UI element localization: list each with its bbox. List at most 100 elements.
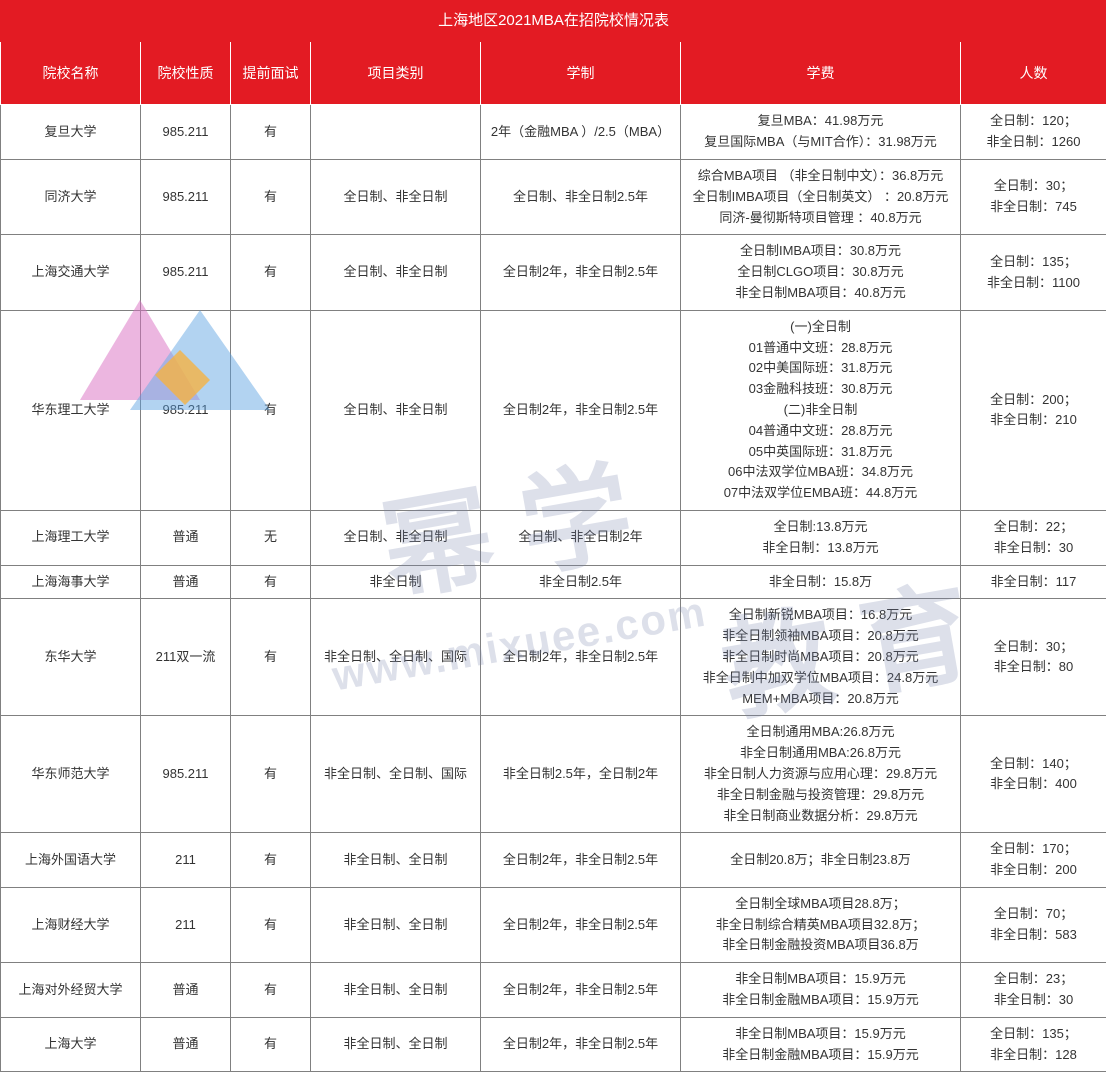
cell-r9-c6: 全日制：70； 非全日制：583 bbox=[961, 887, 1106, 962]
cell-r4-c6: 全日制：22； 非全日制：30 bbox=[961, 510, 1106, 565]
cell-r5-c5: 非全日制：15.8万 bbox=[681, 565, 961, 599]
cell-r2-c4: 全日制2年，非全日制2.5年 bbox=[481, 235, 681, 310]
col-header-5: 学费 bbox=[681, 42, 961, 105]
cell-r4-c4: 全日制、非全日制2年 bbox=[481, 510, 681, 565]
cell-r5-c6: 非全日制：117 bbox=[961, 565, 1106, 599]
cell-r3-c1: 985.211 bbox=[141, 310, 231, 510]
cell-r9-c1: 211 bbox=[141, 887, 231, 962]
table-row: 上海外国语大学211有非全日制、全日制全日制2年，非全日制2.5年全日制20.8… bbox=[1, 833, 1106, 888]
table-row: 华东理工大学985.211有全日制、非全日制全日制2年，非全日制2.5年(一)全… bbox=[1, 310, 1106, 510]
cell-r1-c5: 综合MBA项目 （非全日制中文）：36.8万元 全日制IMBA项目（全日制英文）… bbox=[681, 159, 961, 234]
cell-r2-c1: 985.211 bbox=[141, 235, 231, 310]
cell-r6-c6: 全日制：30； 非全日制：80 bbox=[961, 599, 1106, 716]
table-row: 华东师范大学985.211有非全日制、全日制、国际非全日制2.5年，全日制2年全… bbox=[1, 716, 1106, 833]
cell-r11-c2: 有 bbox=[231, 1017, 311, 1072]
col-header-2: 提前面试 bbox=[231, 42, 311, 105]
cell-r5-c2: 有 bbox=[231, 565, 311, 599]
cell-r0-c0: 复旦大学 bbox=[1, 105, 141, 160]
cell-r5-c4: 非全日制2.5年 bbox=[481, 565, 681, 599]
table-row: 上海理工大学普通无全日制、非全日制全日制、非全日制2年全日制:13.8万元 非全… bbox=[1, 510, 1106, 565]
col-header-1: 院校性质 bbox=[141, 42, 231, 105]
table-body: 复旦大学985.211有2年（金融MBA ）/2.5（MBA）复旦MBA：41.… bbox=[1, 105, 1106, 1072]
cell-r3-c4: 全日制2年，非全日制2.5年 bbox=[481, 310, 681, 510]
col-header-3: 项目类别 bbox=[311, 42, 481, 105]
cell-r7-c1: 985.211 bbox=[141, 716, 231, 833]
cell-r2-c2: 有 bbox=[231, 235, 311, 310]
col-header-0: 院校名称 bbox=[1, 42, 141, 105]
cell-r8-c1: 211 bbox=[141, 833, 231, 888]
cell-r9-c4: 全日制2年，非全日制2.5年 bbox=[481, 887, 681, 962]
cell-r0-c1: 985.211 bbox=[141, 105, 231, 160]
cell-r10-c4: 全日制2年，非全日制2.5年 bbox=[481, 963, 681, 1018]
cell-r8-c4: 全日制2年，非全日制2.5年 bbox=[481, 833, 681, 888]
cell-r2-c5: 全日制IMBA项目：30.8万元 全日制CLGO项目：30.8万元 非全日制MB… bbox=[681, 235, 961, 310]
cell-r11-c5: 非全日制MBA项目：15.9万元 非全日制金融MBA项目：15.9万元 bbox=[681, 1017, 961, 1072]
cell-r10-c3: 非全日制、全日制 bbox=[311, 963, 481, 1018]
col-header-6: 人数 bbox=[961, 42, 1106, 105]
cell-r3-c2: 有 bbox=[231, 310, 311, 510]
table-row: 东华大学211双一流有非全日制、全日制、国际全日制2年，非全日制2.5年全日制新… bbox=[1, 599, 1106, 716]
cell-r7-c2: 有 bbox=[231, 716, 311, 833]
cell-r7-c3: 非全日制、全日制、国际 bbox=[311, 716, 481, 833]
table-row: 上海对外经贸大学普通有非全日制、全日制全日制2年，非全日制2.5年非全日制MBA… bbox=[1, 963, 1106, 1018]
table-header: 院校名称院校性质提前面试项目类别学制学费人数 bbox=[1, 42, 1106, 105]
cell-r9-c2: 有 bbox=[231, 887, 311, 962]
cell-r11-c6: 全日制：135； 非全日制：128 bbox=[961, 1017, 1106, 1072]
cell-r4-c3: 全日制、非全日制 bbox=[311, 510, 481, 565]
cell-r6-c5: 全日制新锐MBA项目：16.8万元 非全日制领袖MBA项目：20.8万元 非全日… bbox=[681, 599, 961, 716]
cell-r4-c1: 普通 bbox=[141, 510, 231, 565]
cell-r10-c0: 上海对外经贸大学 bbox=[1, 963, 141, 1018]
cell-r0-c3 bbox=[311, 105, 481, 160]
cell-r9-c5: 全日制全球MBA项目28.8万； 非全日制综合精英MBA项目32.8万； 非全日… bbox=[681, 887, 961, 962]
table-row: 上海大学普通有非全日制、全日制全日制2年，非全日制2.5年非全日制MBA项目：1… bbox=[1, 1017, 1106, 1072]
cell-r3-c6: 全日制：200； 非全日制：210 bbox=[961, 310, 1106, 510]
table-row: 上海海事大学普通有非全日制非全日制2.5年非全日制：15.8万非全日制：117 bbox=[1, 565, 1106, 599]
cell-r11-c1: 普通 bbox=[141, 1017, 231, 1072]
col-header-4: 学制 bbox=[481, 42, 681, 105]
cell-r0-c5: 复旦MBA：41.98万元 复旦国际MBA（与MIT合作）：31.98万元 bbox=[681, 105, 961, 160]
cell-r1-c4: 全日制、非全日制2.5年 bbox=[481, 159, 681, 234]
cell-r0-c2: 有 bbox=[231, 105, 311, 160]
cell-r4-c5: 全日制:13.8万元 非全日制：13.8万元 bbox=[681, 510, 961, 565]
table-row: 同济大学985.211有全日制、非全日制全日制、非全日制2.5年综合MBA项目 … bbox=[1, 159, 1106, 234]
cell-r6-c3: 非全日制、全日制、国际 bbox=[311, 599, 481, 716]
cell-r11-c4: 全日制2年，非全日制2.5年 bbox=[481, 1017, 681, 1072]
cell-r0-c6: 全日制：120； 非全日制：1260 bbox=[961, 105, 1106, 160]
cell-r10-c5: 非全日制MBA项目：15.9万元 非全日制金融MBA项目：15.9万元 bbox=[681, 963, 961, 1018]
cell-r1-c6: 全日制：30； 非全日制：745 bbox=[961, 159, 1106, 234]
cell-r7-c5: 全日制通用MBA:26.8万元 非全日制通用MBA:26.8万元 非全日制人力资… bbox=[681, 716, 961, 833]
cell-r3-c5: (一)全日制 01普通中文班：28.8万元 02中美国际班：31.8万元 03金… bbox=[681, 310, 961, 510]
cell-r8-c0: 上海外国语大学 bbox=[1, 833, 141, 888]
cell-r3-c3: 全日制、非全日制 bbox=[311, 310, 481, 510]
cell-r3-c0: 华东理工大学 bbox=[1, 310, 141, 510]
cell-r10-c1: 普通 bbox=[141, 963, 231, 1018]
cell-r9-c3: 非全日制、全日制 bbox=[311, 887, 481, 962]
cell-r11-c0: 上海大学 bbox=[1, 1017, 141, 1072]
cell-r0-c4: 2年（金融MBA ）/2.5（MBA） bbox=[481, 105, 681, 160]
cell-r2-c3: 全日制、非全日制 bbox=[311, 235, 481, 310]
cell-r2-c0: 上海交通大学 bbox=[1, 235, 141, 310]
cell-r6-c2: 有 bbox=[231, 599, 311, 716]
cell-r10-c2: 有 bbox=[231, 963, 311, 1018]
cell-r8-c6: 全日制：170； 非全日制：200 bbox=[961, 833, 1106, 888]
table-row: 复旦大学985.211有 2年（金融MBA ）/2.5（MBA）复旦MBA：41.… bbox=[1, 105, 1106, 160]
cell-r7-c6: 全日制：140； 非全日制：400 bbox=[961, 716, 1106, 833]
table-row: 上海交通大学985.211有全日制、非全日制全日制2年，非全日制2.5年全日制I… bbox=[1, 235, 1106, 310]
cell-r5-c3: 非全日制 bbox=[311, 565, 481, 599]
cell-r5-c1: 普通 bbox=[141, 565, 231, 599]
cell-r11-c3: 非全日制、全日制 bbox=[311, 1017, 481, 1072]
cell-r1-c2: 有 bbox=[231, 159, 311, 234]
cell-r9-c0: 上海财经大学 bbox=[1, 887, 141, 962]
cell-r1-c0: 同济大学 bbox=[1, 159, 141, 234]
cell-r6-c4: 全日制2年，非全日制2.5年 bbox=[481, 599, 681, 716]
cell-r4-c2: 无 bbox=[231, 510, 311, 565]
table-title-row: 上海地区2021MBA在招院校情况表 bbox=[1, 1, 1106, 42]
cell-r4-c0: 上海理工大学 bbox=[1, 510, 141, 565]
cell-r7-c4: 非全日制2.5年，全日制2年 bbox=[481, 716, 681, 833]
cell-r5-c0: 上海海事大学 bbox=[1, 565, 141, 599]
table-title: 上海地区2021MBA在招院校情况表 bbox=[1, 1, 1106, 42]
cell-r8-c5: 全日制20.8万；非全日制23.8万 bbox=[681, 833, 961, 888]
cell-r10-c6: 全日制：23； 非全日制：30 bbox=[961, 963, 1106, 1018]
cell-r8-c2: 有 bbox=[231, 833, 311, 888]
cell-r2-c6: 全日制：135； 非全日制：1100 bbox=[961, 235, 1106, 310]
